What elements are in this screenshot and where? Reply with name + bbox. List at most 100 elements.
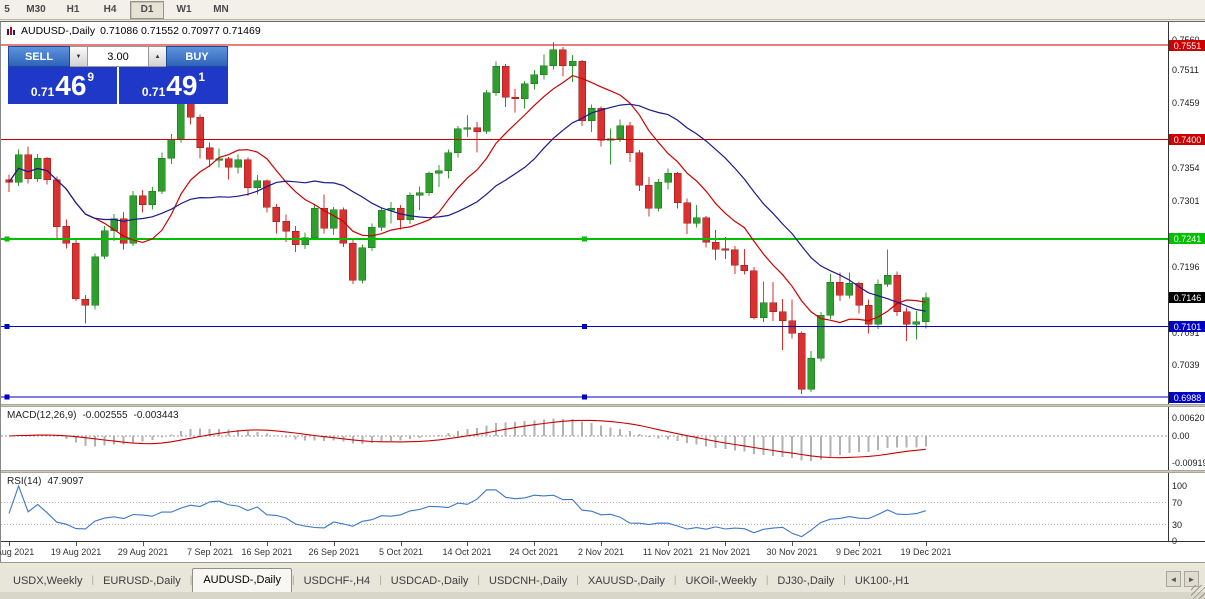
time-axis-label: 2 Nov 2021 — [577, 547, 625, 557]
candle-body — [463, 127, 472, 130]
candle-body — [549, 49, 558, 67]
candle-body — [339, 209, 348, 244]
candle-body — [874, 283, 882, 325]
time-axis-label: 14 Oct 2021 — [442, 547, 492, 557]
rsi-indicator-chart[interactable] — [1, 473, 1168, 541]
timeframe-button-w1[interactable]: W1 — [176, 4, 192, 15]
timeframe-button-h1[interactable]: H1 — [66, 4, 80, 15]
candle-body — [654, 181, 663, 209]
candle-body — [425, 173, 433, 193]
candle-body — [692, 217, 701, 224]
candle-body — [520, 83, 529, 100]
chart-tab-xauusd-daily[interactable]: XAUUSD-,Daily — [587, 575, 665, 587]
time-axis-tick — [9, 542, 10, 546]
line-handle[interactable] — [4, 236, 10, 242]
time-axis-label: 19 Dec 2021 — [900, 547, 952, 557]
chart-tab-ukoil-weekly[interactable]: UKOil-,Weekly — [685, 575, 757, 587]
main-price-chart[interactable] — [1, 22, 1168, 404]
chart-tab-usdchf-h4[interactable]: USDCHF-,H4 — [303, 575, 371, 587]
time-axis-label: 9 Dec 2021 — [835, 547, 883, 557]
pane-splitter-macd[interactable] — [1, 404, 1205, 407]
chart-tab-usdx-weekly[interactable]: USDX,Weekly — [13, 575, 83, 587]
timeframe-button-5[interactable]: 5 — [4, 4, 10, 15]
timeframe-button-h4[interactable]: H4 — [103, 4, 117, 15]
candle-body — [72, 243, 80, 300]
sell-button[interactable]: SELL — [8, 46, 70, 67]
rsi-axis-label: 100 — [1172, 481, 1188, 491]
trade-panel-prices: 0.71 46 9 0.71 49 1 — [8, 67, 228, 104]
timeframe-button-mn[interactable]: MN — [213, 4, 229, 15]
sell-price[interactable]: 0.71 46 9 — [8, 67, 117, 104]
candle-body — [310, 208, 319, 238]
line-handle[interactable] — [4, 323, 10, 329]
candle-body — [902, 311, 911, 325]
chart-tab-audusd-daily[interactable]: AUDUSD-,Daily — [192, 568, 292, 592]
macd-main-value: -0.002555 — [82, 410, 128, 421]
tab-separator: | — [291, 575, 295, 586]
candle-body — [836, 281, 844, 296]
candle-body — [855, 283, 863, 306]
resize-grip-icon[interactable] — [1191, 585, 1205, 599]
time-axis-tick — [334, 542, 335, 546]
candle-body — [406, 194, 414, 220]
volume-input[interactable]: 3.00 — [87, 46, 149, 67]
price-axis-label: 0.7354 — [1172, 163, 1200, 173]
price-axis-label: 0.7511 — [1172, 65, 1199, 75]
volume-decrease-button[interactable]: ▼ — [70, 46, 87, 67]
buy-price[interactable]: 0.71 49 1 — [119, 67, 228, 104]
chart-tab-eurusd-daily[interactable]: EURUSD-,Daily — [103, 575, 181, 587]
price-axis-label: 0.7301 — [1172, 196, 1200, 206]
pane-splitter-rsi[interactable] — [1, 470, 1205, 473]
tab-separator: | — [189, 575, 193, 586]
time-axis-label: 21 Nov 2021 — [699, 547, 751, 557]
candle-body — [53, 179, 61, 227]
time-axis-tick — [601, 542, 602, 546]
rsi-title: RSI(14) 47.9097 — [7, 476, 84, 487]
candle-body — [358, 247, 367, 281]
candle-body — [492, 66, 500, 93]
candle-body — [673, 173, 682, 203]
price-axis[interactable]: 0.75600.75110.74590.73540.73010.71960.70… — [1168, 22, 1205, 546]
line-handle[interactable] — [582, 394, 587, 400]
tab-separator: | — [379, 575, 382, 586]
macd-title: MACD(12,26,9) -0.002555 -0.003443 — [7, 410, 179, 421]
line-handle[interactable] — [4, 394, 10, 400]
buy-button[interactable]: BUY — [166, 46, 228, 67]
candle-body — [119, 218, 128, 244]
candle-body — [444, 152, 453, 172]
candle-body — [817, 314, 825, 359]
buy-price-pipette: 1 — [198, 70, 206, 84]
candle-body — [272, 206, 281, 222]
candle-body — [683, 202, 691, 224]
candle-body — [368, 226, 376, 248]
candle-body — [731, 249, 739, 266]
chart-tab-usdcnh-daily[interactable]: USDCNH-,Daily — [489, 575, 568, 587]
candle-body — [320, 208, 328, 229]
volume-increase-button[interactable]: ▲ — [149, 46, 166, 67]
timeframe-button-d1[interactable]: D1 — [130, 0, 164, 19]
line-handle[interactable] — [582, 323, 587, 329]
price-level-marker: 0.7551 — [1169, 40, 1205, 51]
tab-scroll-right-button[interactable]: ► — [1184, 571, 1199, 587]
time-axis-label: 19 Aug 2021 — [50, 547, 102, 557]
chart-icon — [7, 27, 15, 35]
time-axis-label: 5 Oct 2021 — [378, 547, 424, 557]
chart-tab-dj30-daily[interactable]: DJ30-,Daily — [777, 575, 835, 587]
candle-body — [205, 147, 214, 160]
line-handle[interactable] — [582, 236, 587, 242]
candle-body — [740, 264, 749, 272]
candle-body — [645, 184, 653, 209]
candle-body — [616, 125, 624, 140]
time-axis[interactable]: 10 Aug 2021 19 Aug 2021 29 Aug 2021 7 Sep 2… — [0, 541, 1205, 562]
candle-body — [43, 158, 51, 180]
tab-scroll-left-button[interactable]: ◄ — [1166, 571, 1181, 587]
timeframe-button-m30[interactable]: M30 — [26, 4, 46, 15]
macd-indicator-chart[interactable] — [1, 407, 1168, 470]
chart-tab-usdcad-daily[interactable]: USDCAD-,Daily — [390, 575, 469, 587]
chart-tab-uk100-h1[interactable]: UK100-,H1 — [854, 575, 910, 587]
candle-body — [540, 65, 548, 75]
candle-body — [263, 180, 271, 208]
candle-body — [215, 158, 223, 161]
trade-panel-controls: SELL ▼ 3.00 ▲ BUY — [8, 46, 228, 67]
rsi-indicator-name: RSI(14) — [7, 476, 42, 487]
